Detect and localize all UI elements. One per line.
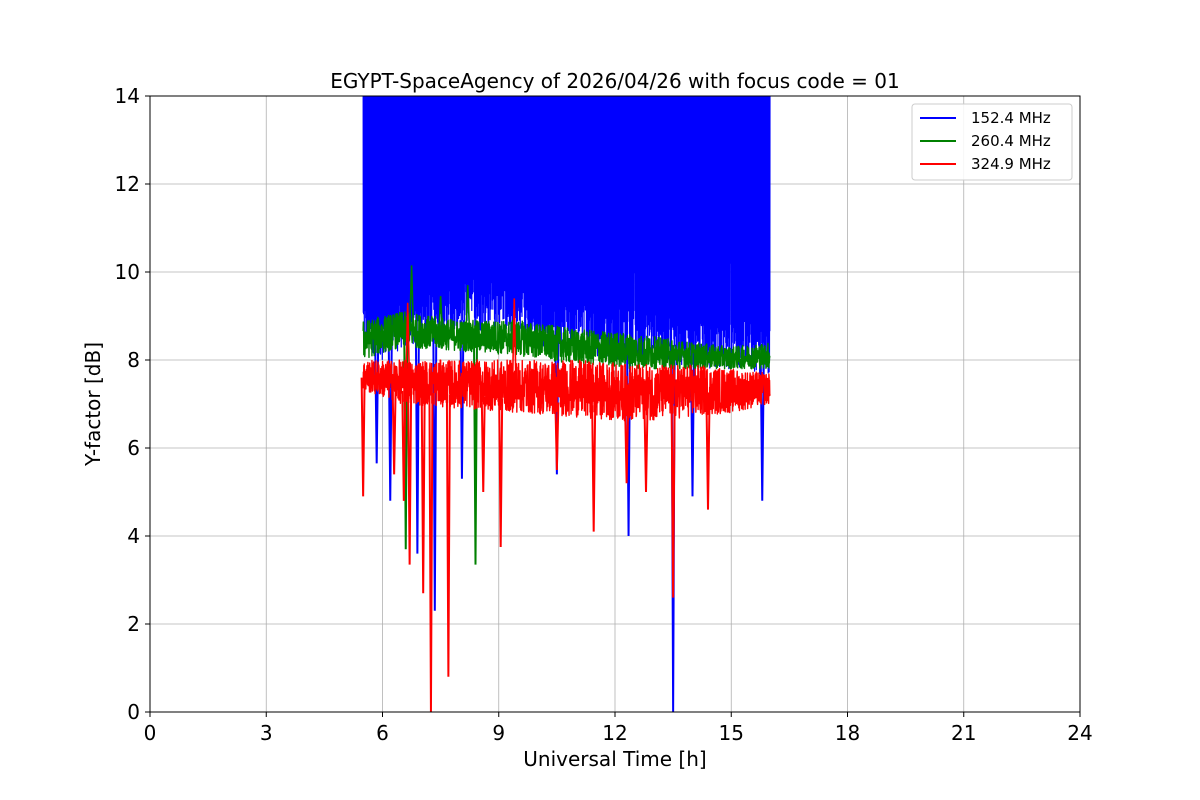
legend-label: 152.4 MHz bbox=[971, 109, 1051, 127]
dip-mark bbox=[360, 377, 366, 497]
dip-mark bbox=[591, 405, 597, 532]
legend-label: 260.4 MHz bbox=[971, 132, 1051, 150]
dip-mark bbox=[473, 339, 478, 565]
chart-title: EGYPT-SpaceAgency of 2026/04/26 with foc… bbox=[330, 69, 899, 93]
dip-mark bbox=[498, 398, 504, 548]
x-tick-label: 12 bbox=[602, 721, 627, 745]
dip-mark bbox=[401, 390, 407, 501]
y-tick-label: 10 bbox=[115, 260, 140, 284]
y-tick-label: 14 bbox=[115, 84, 140, 108]
y-axis-label: Y-factor [dB] bbox=[81, 342, 105, 467]
series-line bbox=[362, 311, 771, 370]
y-tick-label: 2 bbox=[127, 612, 140, 636]
dip-mark bbox=[432, 326, 438, 611]
spike-mark bbox=[404, 302, 411, 392]
x-tick-label: 6 bbox=[376, 721, 389, 745]
spike-mark bbox=[464, 285, 471, 339]
dip-mark bbox=[480, 396, 486, 493]
legend: 152.4 MHz 260.4 MHz 324.9 MHz bbox=[911, 103, 1073, 181]
dip-mark bbox=[643, 407, 649, 493]
dip-mark bbox=[391, 388, 397, 475]
x-axis-label: Universal Time [h] bbox=[523, 747, 706, 771]
spike-mark bbox=[437, 296, 444, 337]
spike-mark bbox=[408, 265, 415, 335]
dip-mark bbox=[670, 405, 676, 598]
dip-mark bbox=[759, 362, 765, 501]
y-tick-label: 12 bbox=[115, 172, 140, 196]
dip-mark bbox=[414, 330, 420, 554]
series-324-9-mhz bbox=[360, 298, 771, 712]
x-tick-label: 24 bbox=[1067, 721, 1092, 745]
dip-mark bbox=[445, 394, 451, 677]
x-tick-label: 3 bbox=[260, 721, 273, 745]
dip-mark bbox=[428, 392, 434, 712]
x-tick-label: 9 bbox=[492, 721, 505, 745]
y-tick-label: 0 bbox=[127, 700, 140, 724]
y-tick-label: 4 bbox=[127, 524, 140, 548]
dip-mark bbox=[624, 407, 630, 484]
dip-mark bbox=[705, 402, 711, 510]
dip-mark bbox=[554, 402, 560, 471]
dip-mark bbox=[407, 391, 413, 565]
x-tick-label: 21 bbox=[951, 721, 976, 745]
spike-mark bbox=[511, 298, 518, 400]
series-line bbox=[362, 359, 771, 422]
series-layer bbox=[360, 96, 771, 712]
y-tick-label: 6 bbox=[127, 436, 140, 460]
dip-mark bbox=[420, 392, 426, 594]
x-tick-label: 0 bbox=[144, 721, 157, 745]
y-tick-label: 8 bbox=[127, 348, 140, 372]
legend-box bbox=[911, 103, 1073, 181]
x-tick-label: 15 bbox=[719, 721, 744, 745]
legend-label: 324.9 MHz bbox=[971, 155, 1051, 173]
x-tick-label: 18 bbox=[835, 721, 860, 745]
